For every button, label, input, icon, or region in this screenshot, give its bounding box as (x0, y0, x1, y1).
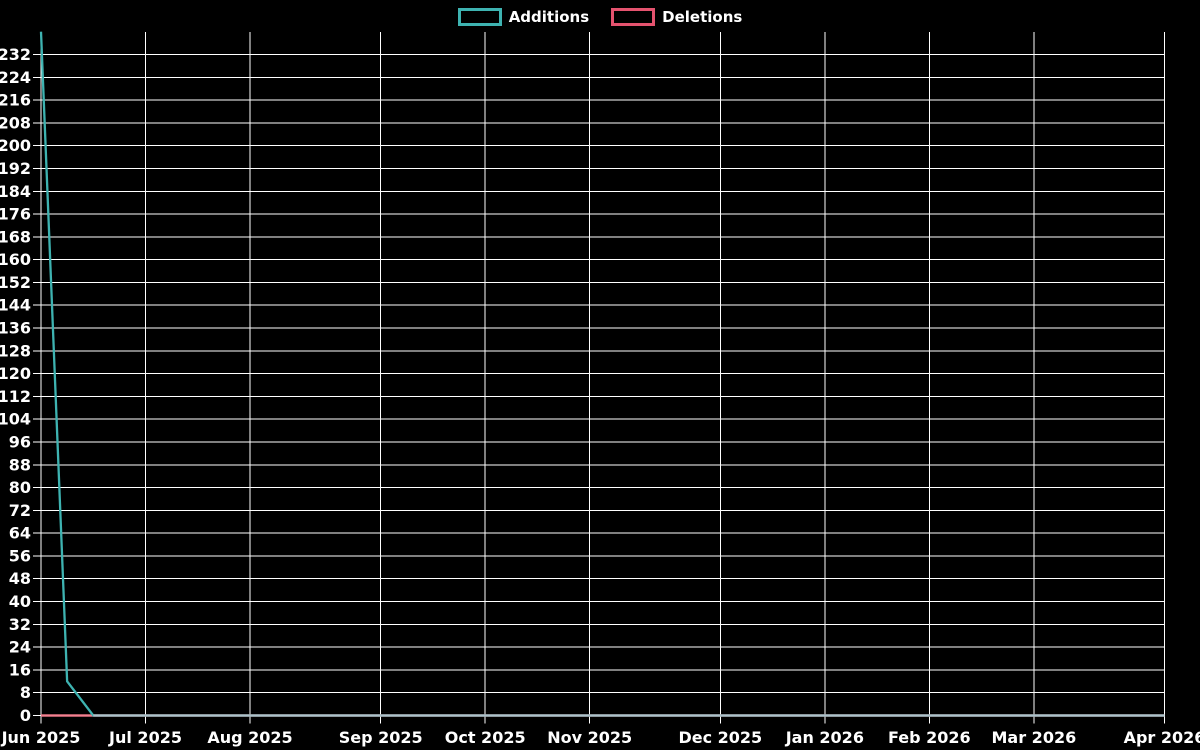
y-tick-label: 224 (0, 68, 31, 87)
y-tick-label: 192 (0, 159, 31, 178)
legend-label-additions: Additions (508, 8, 590, 26)
legend-label-deletions: Deletions (662, 8, 743, 26)
x-tick-label: Jun 2025 (1, 728, 81, 747)
x-tick-labels: Jun 2025 Jul 2025 Aug 2025 Sep 2025 Oct 2025… (1, 728, 1200, 747)
y-tick-label: 104 (0, 410, 31, 429)
y-tick-label: 8 (20, 683, 31, 702)
x-tick-label: Dec 2025 (678, 728, 762, 747)
y-tick-label: 16 (9, 660, 31, 679)
y-tick-label: 32 (9, 615, 31, 634)
y-tick-label: 96 (9, 432, 31, 451)
y-tick-label: 144 (0, 296, 31, 315)
y-tick-label: 40 (9, 592, 31, 611)
y-tick-label: 64 (9, 524, 31, 543)
axis-ticks (33, 54, 1165, 724)
deletions-swatch-icon (611, 8, 656, 26)
chart-legend: Additions Deletions (0, 8, 1200, 26)
y-tick-label: 200 (0, 136, 31, 155)
x-tick-label: Jul 2025 (108, 728, 182, 747)
y-tick-label: 208 (0, 113, 31, 132)
y-tick-label: 80 (9, 478, 31, 497)
y-tick-label: 152 (0, 273, 31, 292)
x-tick-label: Mar 2026 (992, 728, 1077, 747)
y-tick-labels: 0 8 16 24 32 40 48 56 64 72 80 88 96 104 112 120 128 136 1… (0, 45, 31, 725)
additions-swatch-icon (457, 8, 502, 26)
y-tick-label: 72 (9, 501, 31, 520)
y-tick-label: 88 (9, 455, 31, 474)
x-tick-label: Nov 2025 (547, 728, 632, 747)
y-tick-label: 48 (9, 569, 31, 588)
x-tick-label: Aug 2025 (207, 728, 292, 747)
y-tick-label: 128 (0, 341, 31, 360)
y-tick-label: 112 (0, 387, 31, 406)
x-tick-label: Oct 2025 (445, 728, 526, 747)
y-tick-label: 216 (0, 91, 31, 110)
x-tick-label: Feb 2026 (888, 728, 971, 747)
y-tick-label: 160 (0, 250, 31, 269)
x-tick-label: Sep 2025 (339, 728, 423, 747)
y-tick-label: 184 (0, 182, 31, 201)
y-tick-label: 136 (0, 319, 31, 338)
y-tick-label: 0 (20, 706, 31, 725)
y-tick-label: 24 (9, 638, 31, 657)
legend-item-additions[interactable]: Additions (457, 8, 590, 26)
y-tick-label: 168 (0, 227, 31, 246)
series-lines (39, 31, 1165, 717)
y-tick-label: 176 (0, 205, 31, 224)
y-tick-label: 120 (0, 364, 31, 383)
gridlines (40, 32, 1165, 716)
y-tick-label: 56 (9, 546, 31, 565)
x-tick-label: Jan 2026 (785, 728, 864, 747)
legend-item-deletions[interactable]: Deletions (611, 8, 742, 26)
x-tick-label: Apr 2026 (1124, 728, 1200, 747)
y-tick-label: 232 (0, 45, 31, 64)
